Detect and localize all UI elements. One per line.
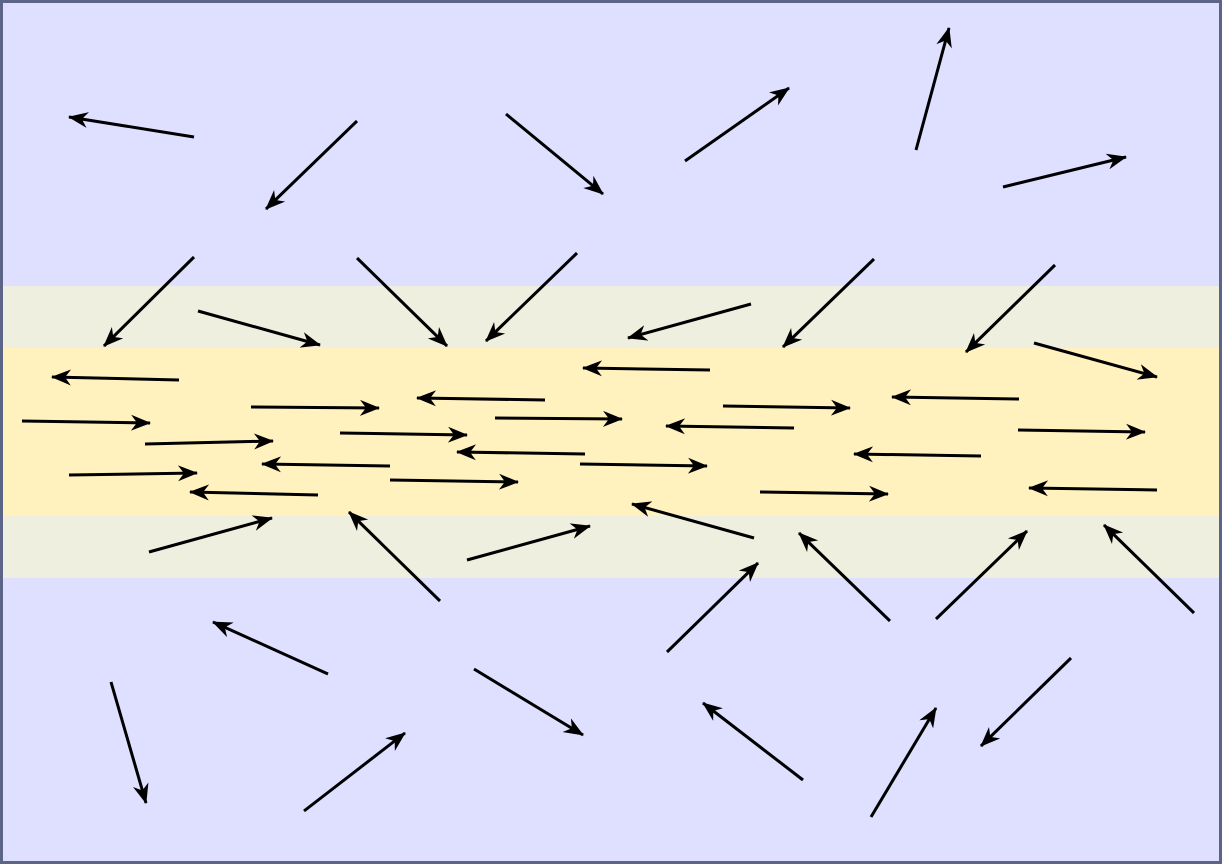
arrow-icon (1028, 480, 1158, 497)
arrow-icon (631, 501, 755, 540)
arrows-layer (21, 27, 1196, 818)
arrow-icon (484, 251, 579, 343)
arrow-icon (51, 369, 180, 386)
arrow-icon (1017, 423, 1146, 440)
arrow-icon (473, 667, 584, 737)
arrow-icon (582, 360, 711, 377)
arrow-icon (68, 465, 198, 482)
arrow-icon (389, 473, 519, 490)
arrow-icon (494, 410, 623, 427)
arrow-icon (781, 257, 876, 349)
arrow-icon (964, 263, 1057, 354)
arrow-icon (722, 399, 851, 416)
arrow-icon (189, 484, 319, 501)
arrow-icon (102, 255, 196, 348)
arrow-icon (869, 707, 938, 818)
arrow-icon (891, 389, 1020, 406)
arrow-icon (853, 446, 982, 463)
arrow-icon (303, 731, 406, 813)
arrow-icon (702, 701, 804, 782)
arrow-icon (109, 681, 149, 804)
arrow-icon (264, 119, 359, 211)
arrow-icon (21, 414, 151, 431)
arrow-icon (212, 620, 329, 676)
arrow-icon (579, 457, 708, 474)
arrow-icon (144, 433, 274, 450)
arrow-icon (1002, 153, 1127, 189)
arrow-icon (148, 515, 273, 554)
arrow-icon (250, 399, 380, 416)
arrow-icon (914, 27, 952, 151)
arrow-icon (339, 426, 468, 443)
arrow-icon (759, 485, 889, 502)
arrow-icon (68, 112, 195, 139)
arrow-icon (684, 86, 790, 163)
arrow-icon (505, 112, 604, 196)
arrow-icon (1102, 523, 1196, 615)
arrow-icon (466, 523, 591, 562)
arrow-icon (355, 256, 449, 348)
arrow-icon (934, 529, 1029, 621)
arrow-icon (347, 510, 442, 603)
arrow-icon (1033, 341, 1158, 380)
core-band (3, 348, 1219, 516)
arrow-icon (627, 302, 752, 341)
arrow-icon (979, 656, 1073, 748)
arrow-icon (665, 418, 795, 435)
arrow-icon (456, 444, 586, 461)
arrow-icon (261, 456, 391, 473)
arrow-icon (197, 309, 321, 348)
arrow-icon (416, 390, 546, 407)
arrow-icon (797, 531, 892, 623)
arrow-icon (665, 561, 760, 654)
